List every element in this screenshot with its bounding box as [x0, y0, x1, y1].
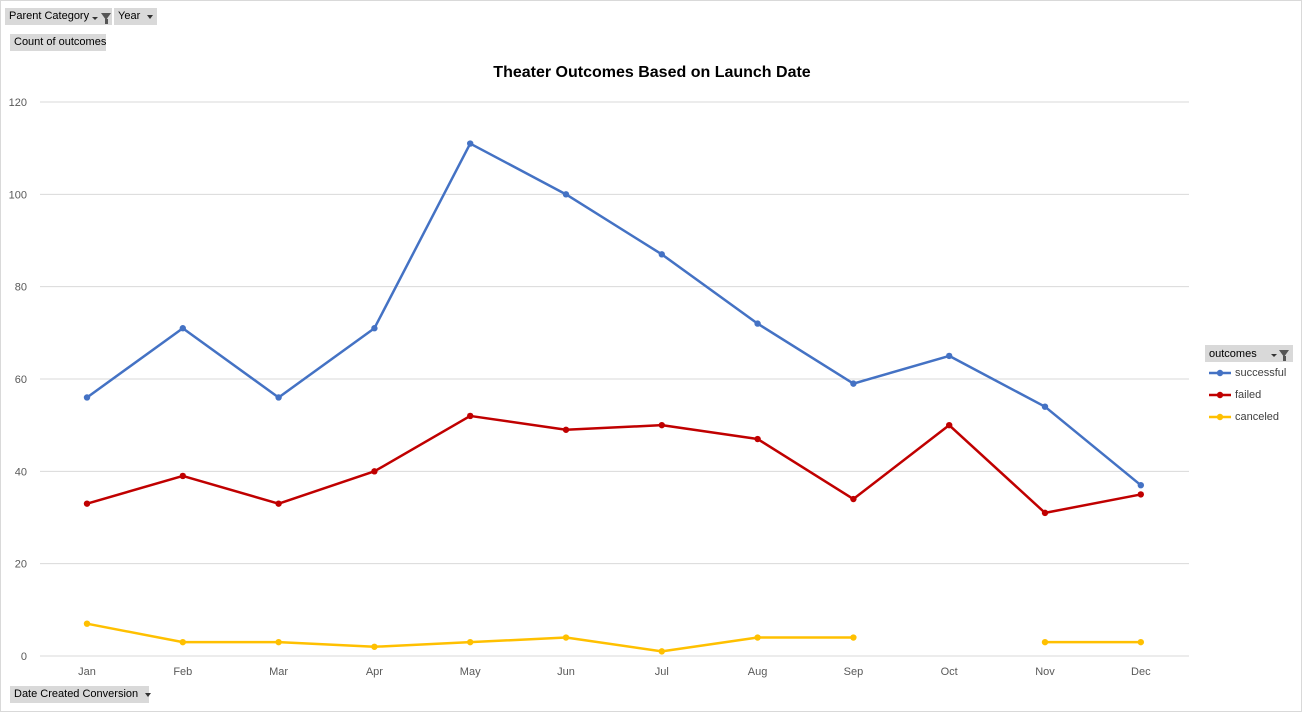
data-point-successful [754, 320, 761, 327]
data-point-successful [946, 352, 953, 360]
year-filter-button[interactable]: Year [114, 8, 157, 25]
x-tick-label: Nov [1035, 666, 1055, 678]
data-point-canceled [850, 634, 857, 641]
data-point-successful [658, 251, 665, 258]
data-point-failed [371, 468, 378, 475]
data-point-failed [1137, 491, 1145, 498]
legend-label-failed: failed [1235, 389, 1262, 401]
legend-swatch-canceled [1209, 413, 1231, 421]
data-point-canceled [754, 634, 761, 641]
dropdown-arrow-icon [92, 17, 99, 20]
legend: outcomes successful failed canceled [1205, 345, 1293, 428]
data-point-successful [275, 394, 282, 401]
data-point-successful [83, 394, 91, 401]
x-tick-label: Jul [655, 666, 669, 678]
x-tick-label: May [460, 666, 481, 678]
data-point-failed [83, 500, 91, 507]
year-label: Year [118, 10, 141, 22]
data-point-failed [946, 421, 953, 429]
data-point-successful [1041, 403, 1049, 410]
data-point-failed [1041, 509, 1049, 517]
legend-label-successful: successful [1235, 367, 1287, 379]
filter-icon [1279, 350, 1289, 361]
series-line-successful [85, 142, 1143, 487]
data-point-canceled [83, 620, 91, 627]
dropdown-arrow-icon [145, 692, 152, 697]
data-point-successful [1137, 481, 1145, 489]
data-point-successful [467, 140, 474, 147]
data-point-failed [562, 426, 570, 433]
date-created-conversion-label: Date Created Conversion [14, 688, 139, 700]
y-tick-label: 120 [9, 97, 27, 109]
data-point-failed [850, 495, 857, 503]
y-tick-label: 80 [15, 282, 27, 294]
series-line-canceled [85, 622, 855, 653]
count-of-outcomes-button[interactable]: Count of outcomes [10, 34, 106, 51]
x-tick-label: Mar [269, 666, 288, 678]
chart-title: Theater Outcomes Based on Launch Date [493, 64, 811, 81]
data-point-successful [371, 325, 378, 332]
data-point-successful [179, 325, 186, 332]
data-point-canceled [179, 638, 186, 646]
legend-label-canceled: canceled [1235, 411, 1280, 423]
x-tick-label: Aug [748, 666, 768, 678]
x-tick-label: Oct [941, 666, 958, 678]
data-point-failed [275, 500, 282, 507]
data-point-canceled [1137, 638, 1145, 646]
x-tick-label: Dec [1131, 666, 1151, 678]
data-point-failed [179, 472, 186, 480]
data-point-failed [658, 421, 665, 429]
legend-item-canceled: canceled [1205, 406, 1293, 428]
data-point-canceled [467, 638, 474, 646]
data-point-canceled [371, 643, 378, 650]
data-point-canceled [275, 638, 282, 646]
x-tick-label: Jun [557, 666, 575, 678]
y-tick-label: 20 [15, 559, 27, 571]
x-tick-label: Apr [366, 666, 383, 678]
dropdown-arrow-icon [1271, 354, 1277, 357]
data-point-failed [467, 412, 474, 420]
parent-category-filter-button[interactable]: Parent Category [5, 8, 112, 25]
filter-icon [101, 13, 112, 24]
date-created-conversion-button[interactable]: Date Created Conversion [10, 686, 152, 703]
legend-swatch-failed [1209, 391, 1231, 399]
x-tick-label: Feb [173, 666, 192, 678]
legend-swatch-successful [1209, 369, 1231, 377]
legend-item-successful: successful [1205, 362, 1293, 384]
count-of-outcomes-label: Count of outcomes [14, 36, 107, 48]
x-tick-label: Sep [844, 666, 864, 678]
data-point-successful [562, 191, 570, 198]
series-line-failed [85, 414, 1143, 515]
data-point-successful [850, 380, 857, 387]
y-tick-label: 60 [15, 374, 27, 386]
y-tick-label: 40 [15, 466, 27, 478]
outcomes-label: outcomes [1209, 347, 1257, 360]
data-point-canceled [1041, 638, 1049, 646]
legend-item-failed: failed [1205, 384, 1293, 406]
data-point-failed [754, 435, 761, 443]
outcomes-filter-button[interactable]: outcomes [1205, 345, 1293, 362]
data-point-canceled [562, 634, 570, 641]
data-point-canceled [658, 648, 665, 655]
parent-category-label: Parent Category [9, 10, 90, 22]
x-tick-label: Jan [78, 666, 96, 678]
y-tick-label: 0 [21, 651, 27, 663]
dropdown-arrow-icon [147, 14, 154, 19]
y-tick-label: 100 [9, 189, 27, 201]
